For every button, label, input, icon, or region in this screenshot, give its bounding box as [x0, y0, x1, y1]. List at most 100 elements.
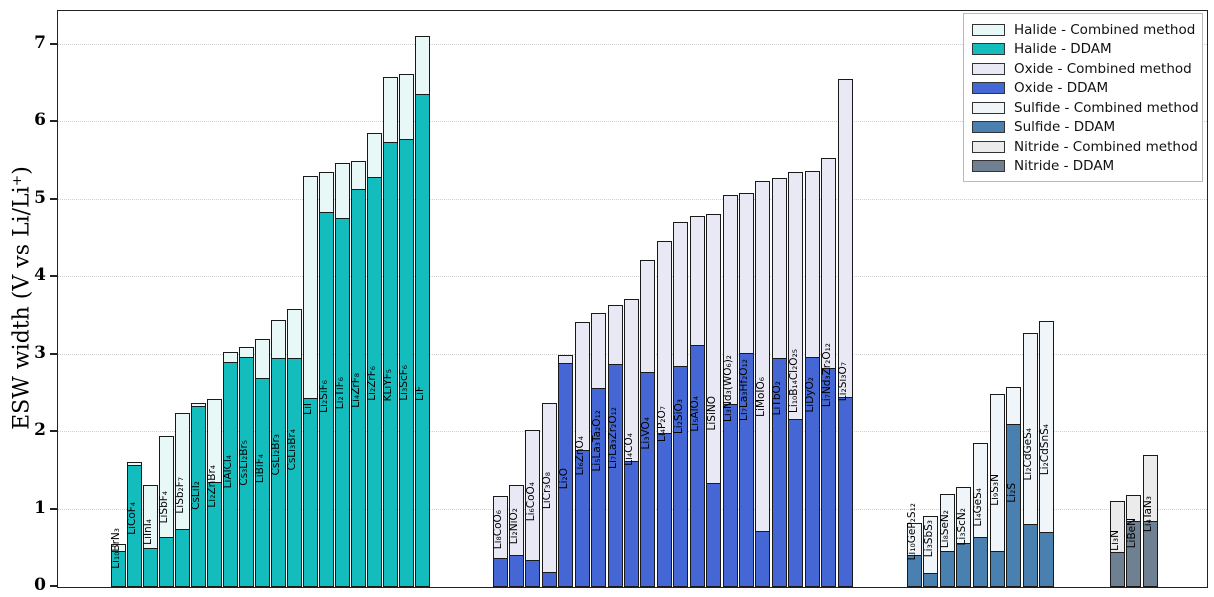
bar-label: LiSb₂F₇: [174, 477, 186, 514]
bar-ddam-segment: [525, 559, 541, 587]
bar-label: Li₅La₃Ta₂O₁₂: [590, 410, 603, 472]
bar-label: Li₁₀BrN₃: [110, 528, 122, 569]
legend-label: Halide - DDAM: [1014, 41, 1112, 58]
bar-label: Li₂CdSnS₄: [1038, 424, 1051, 476]
y-tick-mark-1: [50, 507, 58, 510]
y-tick-label-6: 6: [34, 110, 46, 130]
y-tick-label-1: 1: [34, 497, 46, 518]
bar-label: Li₅AlO₄: [689, 395, 702, 432]
bar-ddam-segment: [238, 356, 254, 587]
y-tick-label-2: 2: [34, 420, 46, 440]
bar-label: Li₄P₂O₇: [656, 405, 669, 442]
legend-item: Oxide - DDAM: [972, 79, 1194, 99]
legend-swatch: [972, 101, 1005, 114]
bar-ddam-segment: [270, 358, 286, 587]
bar-ddam-segment: [414, 94, 430, 587]
bar-label: Li₁₀B₁₄Cl₂O₂₅: [787, 348, 800, 413]
bar-ddam-segment: [607, 363, 623, 587]
bar-ddam-segment: [706, 483, 722, 587]
bar-label: LiInI₄: [142, 518, 154, 545]
bar-ddam-segment: [906, 555, 922, 587]
bar-label: CsLi₃Br₄: [286, 428, 298, 471]
legend-item: Sulfide - DDAM: [972, 118, 1194, 138]
bar-ddam-segment: [126, 464, 142, 587]
bar-ddam-segment: [689, 345, 705, 587]
bar-ddam-segment: [110, 550, 126, 587]
legend-label: Oxide - Combined method: [1014, 60, 1192, 77]
bar-label: LiAlCl₄: [222, 455, 234, 489]
bar-ddam-segment: [350, 189, 366, 587]
legend-item: Nitride - DDAM: [972, 157, 1194, 177]
legend-swatch: [972, 23, 1005, 36]
bar-label: KLiYF₅: [382, 368, 394, 401]
bar-label: Li₃ScF₆: [398, 365, 410, 401]
bar-label: Li₂CdGeS₄: [1022, 427, 1035, 481]
bar-ddam-segment: [382, 142, 398, 587]
legend-label: Halide - Combined method: [1014, 21, 1196, 38]
bar-group-nitride: Li₃N LiBeN Li₄TaN₃: [1109, 11, 1160, 587]
y-tick-mark-5: [50, 197, 58, 200]
bar-label: LiMoIO₆: [754, 376, 767, 417]
bar-label: Li₂O: [557, 468, 570, 490]
bar-label: LiSiNO: [705, 395, 718, 431]
bar-label: LiSbF₄: [158, 491, 170, 524]
bar-label: Li₃Nd₃(WO₆)₂: [722, 355, 735, 423]
bar-label: LiTbO₂: [771, 380, 784, 416]
bar-label: LiF: [414, 386, 426, 401]
bar-label: LiI: [302, 402, 314, 415]
bar-ddam-segment: [673, 366, 689, 587]
bar-label: Li₇Nd₃Zr₂O₁₂: [820, 342, 833, 407]
bar-ddam-segment: [771, 358, 787, 587]
bar-label: Li₂ZnBr₄: [206, 465, 218, 508]
bar-ddam-segment: [755, 531, 771, 587]
bar-label: Li₃VO₄: [639, 417, 652, 450]
bar-label: Li₄TaN₃: [1142, 495, 1154, 532]
gridline-6: [58, 121, 1207, 122]
bar-ddam-segment: [1109, 552, 1125, 587]
bar-label: Li₆ZnO₄: [574, 436, 587, 476]
bar-label: Li₂ZrF₆: [366, 366, 378, 401]
bar-label: LiBiF₄: [254, 453, 266, 483]
legend-swatch: [972, 82, 1005, 95]
bar-ddam-segment: [366, 177, 382, 587]
legend-label: Sulfide - Combined method: [1014, 99, 1199, 116]
bar-ddam-segment: [398, 139, 414, 587]
legend-swatch: [972, 121, 1005, 134]
bar-ddam-segment: [558, 363, 574, 587]
y-tick-mark-0: [50, 585, 58, 587]
bar-ddam-segment: [222, 362, 238, 587]
bar-ddam-segment: [1126, 521, 1141, 587]
bar-ddam-segment: [174, 528, 190, 587]
legend: Halide - Combined method Halide - DDAM Oxi…: [963, 13, 1203, 182]
bar-ddam-segment: [318, 211, 334, 587]
bar-label: Li₆CoO₄: [524, 482, 537, 522]
legend-label: Oxide - DDAM: [1014, 80, 1109, 97]
bar-label: LiDyO₂: [804, 376, 817, 413]
legend-label: Nitride - Combined method: [1014, 138, 1198, 155]
bar-ddam-segment: [142, 548, 158, 587]
bar-label: Li₂NiO₂: [508, 507, 521, 545]
bar-ddam-segment: [837, 397, 853, 587]
bar-label: Li₂SiF₆: [318, 380, 330, 413]
bar-ddam-segment: [989, 550, 1005, 587]
y-tick-label-3: 3: [34, 342, 46, 363]
bar-ddam-segment: [492, 558, 508, 587]
bar-ddam-segment: [656, 432, 672, 587]
bar-ddam-segment: [541, 571, 557, 587]
bar-group-halide: Li₁₀BrN₃ LiCoF₄ LiInI₄ LiSbF₄ LiSb₂F₇ CsLiI₂ L…: [110, 11, 431, 587]
bar-ddam-segment: [334, 218, 350, 587]
gridline-7: [58, 43, 1207, 45]
bar-label: Li₄CO₄: [623, 433, 636, 466]
bar-label: Li₂TiF₆: [334, 376, 346, 409]
gridline-4: [58, 276, 1207, 277]
bar-group-oxide: Li₈CoO₆ Li₂NiO₂ Li₆CoO₄ LiCr₃O₈ Li₂O Li₆ZnO₄ L…: [492, 11, 854, 587]
bar-ddam-segment: [738, 352, 754, 587]
y-tick-mark-7: [50, 42, 58, 45]
y-tick-mark-2: [50, 430, 58, 432]
y-tick-mark-4: [50, 275, 58, 277]
legend-item: Nitride - Combined method: [972, 137, 1198, 157]
bar-ddam-segment: [302, 397, 318, 587]
y-tick-label-5: 5: [34, 187, 46, 208]
bar-ddam-segment: [1039, 531, 1055, 587]
